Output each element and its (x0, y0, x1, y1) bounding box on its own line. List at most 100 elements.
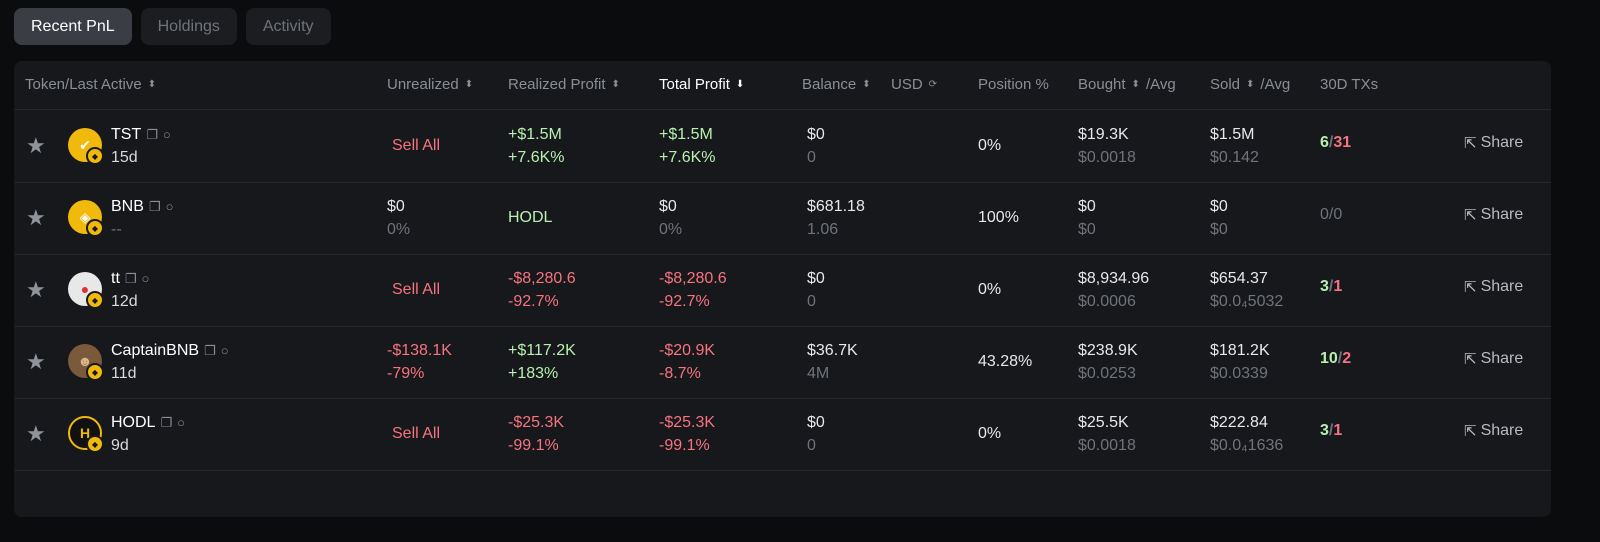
share-button[interactable]: ⇱ Share (1464, 206, 1524, 224)
bnb-chain-icon: ◆ (86, 147, 104, 165)
balance: $36.7K 4M (807, 342, 858, 382)
position-percent: 100% (978, 209, 1019, 226)
total-profit: -$8,280.6 -92.7% (659, 270, 727, 310)
unrealized: $0 0% (387, 198, 411, 238)
last-active: 15d (111, 149, 138, 166)
bought: $25.5K $0.0018 (1078, 414, 1136, 454)
copy-icon[interactable]: ❐ (124, 271, 137, 286)
position-percent: 43.28% (978, 353, 1033, 370)
table-row[interactable]: ★ ☻ ◆ CaptainBNB ❐ ○ 11d -$138.1K -79% +… (14, 326, 1551, 399)
header-balance[interactable]: Balance ⬍ (802, 76, 871, 93)
bought: $8,934.96 $0.0006 (1078, 270, 1150, 310)
total-profit: $0 0% (659, 198, 683, 238)
sold: $181.2K $0.0339 (1210, 342, 1270, 382)
search-icon[interactable]: ○ (162, 127, 171, 142)
share-icon: ⇱ (1464, 135, 1477, 152)
header-realized-profit[interactable]: Realized Profit ⬍ (508, 76, 620, 93)
copy-icon[interactable]: ❐ (148, 199, 161, 214)
search-icon[interactable]: ○ (165, 199, 174, 214)
search-icon[interactable]: ○ (141, 271, 150, 286)
copy-icon[interactable]: ❐ (146, 127, 158, 142)
last-active: 12d (111, 293, 138, 310)
token-name[interactable]: TST ❐ ○ (111, 123, 171, 146)
sort-icon[interactable]: ⬍ (1246, 78, 1255, 90)
bought: $19.3K $0.0018 (1078, 126, 1136, 166)
sort-desc-icon[interactable]: ⬇ (735, 78, 745, 90)
star-icon[interactable]: ★ (26, 205, 46, 230)
share-icon: ⇱ (1464, 423, 1477, 440)
header-sold[interactable]: Sold ⬍ /Avg (1210, 76, 1291, 93)
position-percent: 0% (978, 137, 1002, 154)
pnl-table: Token/Last Active ⬍ Unrealized ⬍ Realize… (14, 61, 1551, 517)
bnb-chain-icon: ◆ (86, 219, 104, 237)
balance: $0 0 (807, 414, 825, 454)
sold: $0 $0 (1210, 198, 1228, 238)
table-row[interactable]: ★ ✔ ◆ TST ❐ ○ 15d Sell All +$1.5M +7.6K%… (14, 110, 1551, 183)
star-icon[interactable]: ★ (26, 133, 46, 158)
realized-profit: -$8,280.6 -92.7% (508, 270, 576, 310)
last-active: -- (111, 221, 122, 238)
table-row[interactable]: ★ ◈ ◆ BNB ❐ ○ -- $0 0% HODL $0 0% $681.1… (14, 182, 1551, 255)
sell-all-button[interactable]: Sell All (392, 137, 441, 154)
sort-icon[interactable]: ⬍ (147, 78, 157, 90)
share-button[interactable]: ⇱ Share (1464, 134, 1524, 152)
tx-count: 0/0 (1320, 206, 1343, 223)
table-row[interactable]: ★ ● ◆ tt ❐ ○ 12d Sell All -$8,280.6 -92.… (14, 254, 1551, 327)
realized-profit: -$25.3K -99.1% (508, 414, 565, 454)
share-button[interactable]: ⇱ Share (1464, 350, 1524, 368)
sell-all-button[interactable]: Sell All (392, 425, 441, 442)
header-30d-txs: 30D TXs (1320, 76, 1379, 93)
position-percent: 0% (978, 281, 1002, 298)
unrealized: -$138.1K -79% (387, 342, 452, 382)
sell-all-button[interactable]: Sell All (392, 281, 441, 298)
share-icon: ⇱ (1464, 351, 1477, 368)
tx-count: 3/1 (1320, 278, 1343, 295)
sort-icon[interactable]: ⬍ (862, 78, 871, 90)
tx-count: 6/31 (1320, 134, 1352, 151)
search-icon[interactable]: ○ (177, 415, 185, 430)
total-profit: +$1.5M +7.6K% (659, 126, 716, 166)
token-name[interactable]: tt ❐ ○ (111, 267, 149, 290)
sort-icon[interactable]: ⬍ (611, 78, 620, 90)
sold: $654.37 $0.0₄5032 (1210, 270, 1284, 310)
balance: $0 0 (807, 126, 825, 166)
share-button[interactable]: ⇱ Share (1464, 422, 1524, 440)
tx-count: 3/1 (1320, 422, 1343, 439)
search-icon[interactable]: ○ (220, 343, 229, 358)
token-avatar: ✔ (68, 128, 102, 162)
star-icon[interactable]: ★ (26, 421, 46, 446)
bnb-chain-icon: ◆ (86, 363, 104, 381)
bnb-chain-icon: ◆ (86, 435, 104, 453)
share-icon: ⇱ (1464, 207, 1477, 224)
table-row[interactable]: ★ H ◆ HODL ❐ ○ 9d Sell All -$25.3K -99.1… (14, 398, 1551, 471)
total-profit: -$20.9K -8.7% (659, 342, 716, 382)
header-unrealized[interactable]: Unrealized ⬍ (387, 76, 474, 93)
star-icon[interactable]: ★ (26, 277, 46, 302)
share-button[interactable]: ⇱ Share (1464, 278, 1524, 296)
tab-holdings[interactable]: Holdings (140, 8, 237, 45)
token-name[interactable]: HODL ❐ ○ (111, 411, 185, 434)
balance: $681.18 1.06 (807, 198, 865, 238)
sold: $222.84 $0.0₄1636 (1210, 414, 1284, 454)
last-active: 9d (111, 437, 129, 454)
sort-icon[interactable]: ⬍ (1131, 78, 1140, 90)
total-profit: -$25.3K -99.1% (659, 414, 716, 454)
star-icon[interactable]: ★ (26, 349, 46, 374)
currency-switch-icon[interactable]: ⟳ (928, 78, 938, 90)
tab-activity[interactable]: Activity (245, 8, 331, 45)
position-percent: 0% (978, 425, 1002, 442)
header-position: Position % (978, 76, 1049, 93)
bought: $0 $0 (1078, 198, 1096, 238)
tab-recent-pnl[interactable]: Recent PnL (14, 8, 132, 45)
header-usd[interactable]: USD ⟳ (891, 76, 938, 93)
header-token[interactable]: Token/Last Active ⬍ (25, 76, 157, 93)
copy-icon[interactable]: ❐ (204, 343, 216, 358)
tx-count: 10/2 (1320, 350, 1352, 367)
token-name[interactable]: BNB ❐ ○ (111, 195, 173, 218)
copy-icon[interactable]: ❐ (160, 415, 173, 430)
header-total-profit[interactable]: Total Profit ⬇ (659, 76, 745, 93)
header-bought[interactable]: Bought ⬍ /Avg (1078, 76, 1176, 93)
sort-icon[interactable]: ⬍ (464, 78, 474, 90)
realized-profit: HODL (508, 209, 553, 226)
token-name[interactable]: CaptainBNB ❐ ○ (111, 339, 229, 362)
